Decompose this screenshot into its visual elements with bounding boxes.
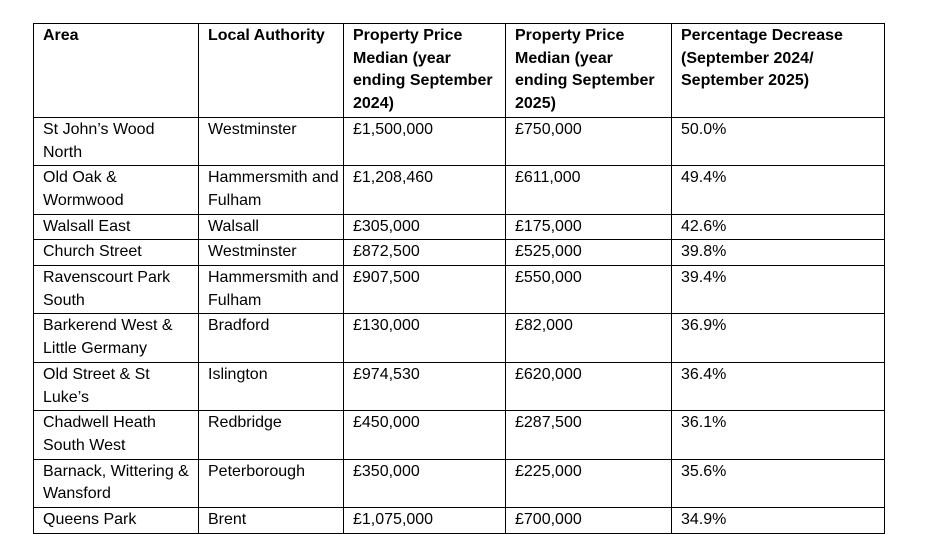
header-area: Area bbox=[33, 23, 199, 118]
cell-local-authority: Bradford bbox=[198, 313, 344, 363]
cell-price-2025: £525,000 bbox=[505, 239, 672, 267]
cell-percentage-decrease: 39.4% bbox=[671, 265, 885, 315]
property-price-table: Area Local Authority Property Price Medi… bbox=[33, 23, 885, 534]
cell-price-2024: £350,000 bbox=[343, 458, 506, 509]
cell-price-2025: £700,000 bbox=[505, 507, 672, 534]
table-row: Old Street & St Luke’s Islington £974,53… bbox=[33, 361, 885, 412]
cell-area: St John’s Wood North bbox=[33, 116, 199, 167]
cell-price-2024: £1,500,000 bbox=[343, 116, 506, 167]
cell-local-authority: Peterborough bbox=[198, 458, 344, 509]
cell-area: Old Oak & Wormwood bbox=[33, 165, 199, 215]
cell-price-2025: £225,000 bbox=[505, 458, 672, 509]
table-row: Barkerend West & Little Germany Bradford… bbox=[33, 313, 885, 363]
cell-local-authority: Walsall bbox=[198, 213, 344, 241]
cell-percentage-decrease: 36.4% bbox=[671, 361, 885, 412]
table-row: Queens Park Brent £1,075,000 £700,000 34… bbox=[33, 507, 885, 534]
cell-price-2024: £130,000 bbox=[343, 313, 506, 363]
cell-local-authority: Brent bbox=[198, 507, 344, 534]
cell-area: Barnack, Wittering & Wansford bbox=[33, 458, 199, 509]
cell-price-2025: £620,000 bbox=[505, 361, 672, 412]
cell-local-authority: Hammersmith and Fulham bbox=[198, 265, 344, 315]
table-row: Church Street Westminster £872,500 £525,… bbox=[33, 239, 885, 267]
cell-price-2024: £305,000 bbox=[343, 213, 506, 241]
header-percentage-decrease: Percentage Decrease (September 2024/ Sep… bbox=[671, 23, 885, 118]
table-row: Barnack, Wittering & Wansford Peterborou… bbox=[33, 458, 885, 509]
header-row: Area Local Authority Property Price Medi… bbox=[33, 23, 885, 118]
cell-price-2025: £82,000 bbox=[505, 313, 672, 363]
cell-percentage-decrease: 42.6% bbox=[671, 213, 885, 241]
cell-local-authority: Hammersmith and Fulham bbox=[198, 165, 344, 215]
cell-area: Old Street & St Luke’s bbox=[33, 361, 199, 412]
cell-local-authority: Westminster bbox=[198, 116, 344, 167]
cell-price-2025: £550,000 bbox=[505, 265, 672, 315]
header-price-2025: Property Price Median (year ending Septe… bbox=[505, 23, 672, 118]
cell-price-2024: £872,500 bbox=[343, 239, 506, 267]
cell-area: Ravenscourt Park South bbox=[33, 265, 199, 315]
table-row: St John’s Wood North Westminster £1,500,… bbox=[33, 116, 885, 167]
cell-price-2024: £974,530 bbox=[343, 361, 506, 412]
cell-area: Chadwell Heath South West bbox=[33, 410, 199, 460]
header-local-authority: Local Authority bbox=[198, 23, 344, 118]
table-row: Ravenscourt Park South Hammersmith and F… bbox=[33, 265, 885, 315]
cell-price-2024: £907,500 bbox=[343, 265, 506, 315]
cell-local-authority: Westminster bbox=[198, 239, 344, 267]
cell-percentage-decrease: 36.1% bbox=[671, 410, 885, 460]
cell-price-2025: £175,000 bbox=[505, 213, 672, 241]
table-row: Walsall East Walsall £305,000 £175,000 4… bbox=[33, 213, 885, 241]
cell-price-2025: £750,000 bbox=[505, 116, 672, 167]
cell-price-2024: £1,208,460 bbox=[343, 165, 506, 215]
header-price-2024: Property Price Median (year ending Septe… bbox=[343, 23, 506, 118]
cell-percentage-decrease: 49.4% bbox=[671, 165, 885, 215]
cell-percentage-decrease: 35.6% bbox=[671, 458, 885, 509]
cell-percentage-decrease: 39.8% bbox=[671, 239, 885, 267]
cell-price-2025: £287,500 bbox=[505, 410, 672, 460]
cell-local-authority: Islington bbox=[198, 361, 344, 412]
cell-price-2025: £611,000 bbox=[505, 165, 672, 215]
cell-area: Church Street bbox=[33, 239, 199, 267]
cell-local-authority: Redbridge bbox=[198, 410, 344, 460]
cell-percentage-decrease: 34.9% bbox=[671, 507, 885, 534]
cell-area: Walsall East bbox=[33, 213, 199, 241]
cell-percentage-decrease: 36.9% bbox=[671, 313, 885, 363]
cell-area: Barkerend West & Little Germany bbox=[33, 313, 199, 363]
table-row: Old Oak & Wormwood Hammersmith and Fulha… bbox=[33, 165, 885, 215]
table-row: Chadwell Heath South West Redbridge £450… bbox=[33, 410, 885, 460]
cell-area: Queens Park bbox=[33, 507, 199, 534]
cell-price-2024: £1,075,000 bbox=[343, 507, 506, 534]
cell-percentage-decrease: 50.0% bbox=[671, 116, 885, 167]
cell-price-2024: £450,000 bbox=[343, 410, 506, 460]
